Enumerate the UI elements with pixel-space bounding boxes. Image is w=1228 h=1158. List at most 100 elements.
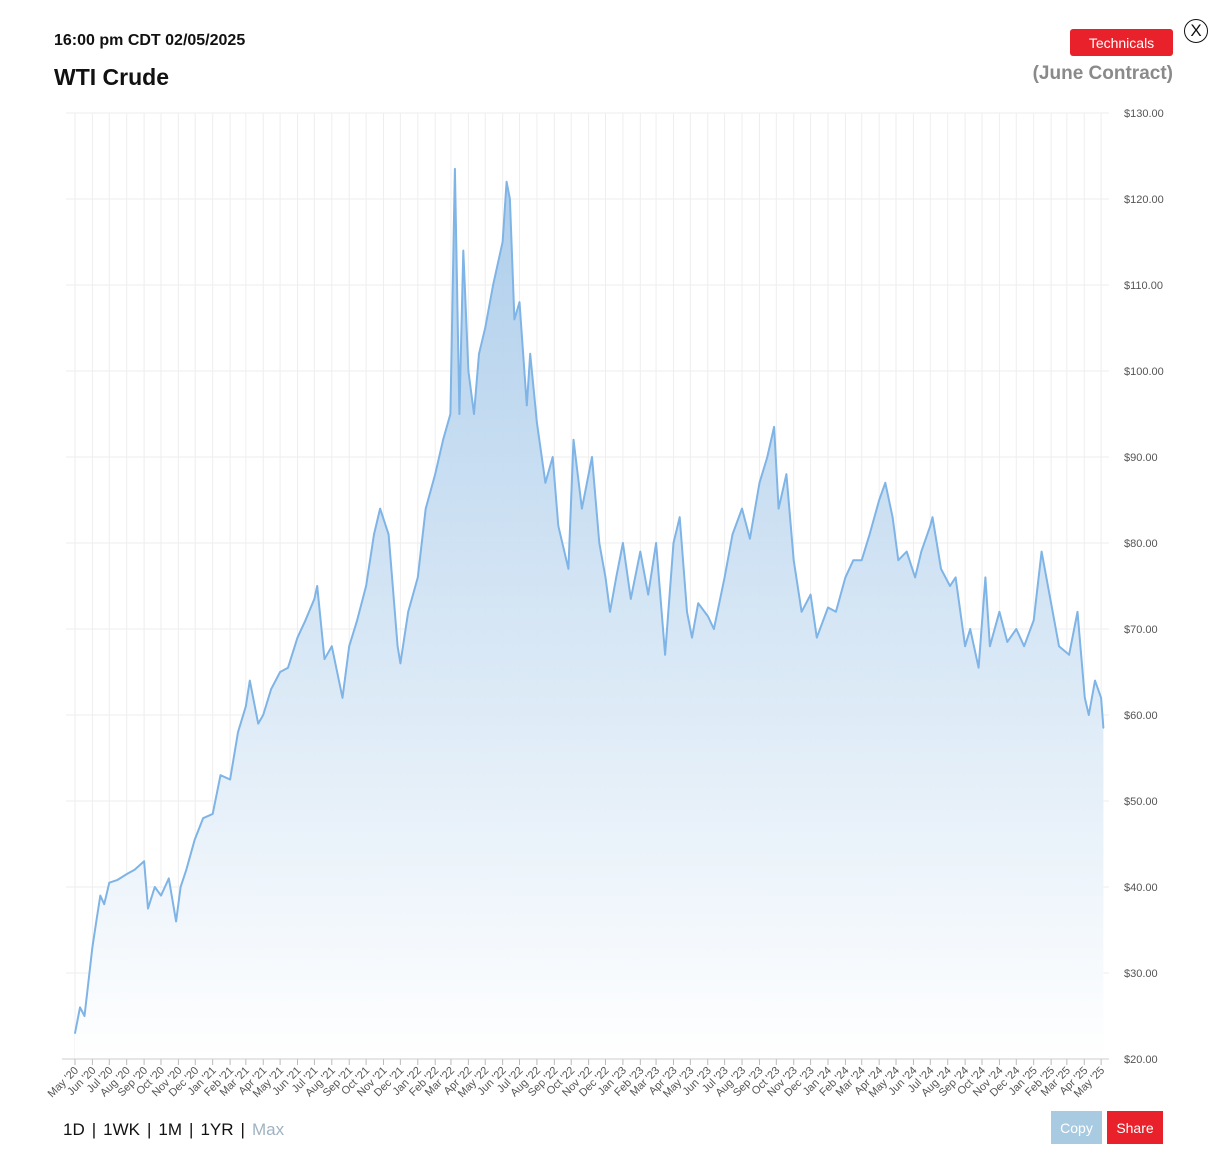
y-tick-label: $60.00 <box>1124 710 1158 722</box>
y-tick-label: $40.00 <box>1124 882 1158 894</box>
range-max[interactable]: Max <box>251 1120 285 1139</box>
technicals-button[interactable]: Technicals <box>1070 29 1173 56</box>
data-point <box>773 426 775 428</box>
data-point <box>365 585 367 587</box>
data-point <box>713 628 715 630</box>
data-point <box>99 894 102 897</box>
copy-button[interactable]: Copy <box>1051 1111 1102 1144</box>
data-point <box>731 533 734 536</box>
data-point <box>237 731 239 733</box>
data-point <box>914 576 916 579</box>
data-point <box>407 611 410 613</box>
data-point <box>379 507 381 510</box>
data-point <box>1006 641 1009 643</box>
data-point <box>434 473 437 476</box>
data-point <box>103 903 105 905</box>
data-point <box>1068 654 1070 656</box>
chart-title: WTI Crude <box>54 64 169 90</box>
y-tick-label: $100.00 <box>1124 366 1164 378</box>
data-point <box>860 559 863 561</box>
data-point <box>211 813 214 815</box>
data-point <box>424 507 427 510</box>
data-point <box>749 537 751 540</box>
y-tick-label: $30.00 <box>1124 968 1158 980</box>
data-point <box>622 542 624 544</box>
data-point <box>387 533 390 536</box>
data-point <box>341 697 344 699</box>
data-point <box>526 404 528 407</box>
range-separator: | <box>189 1120 194 1139</box>
data-point <box>678 516 681 518</box>
data-point <box>551 456 554 458</box>
data-point <box>296 636 299 639</box>
range-1yr[interactable]: 1YR <box>200 1120 234 1139</box>
data-point <box>984 576 987 579</box>
range-selector: 1D | 1WK | 1M | 1YR | Max <box>63 1120 284 1140</box>
data-point <box>417 576 419 579</box>
range-separator: | <box>147 1120 152 1139</box>
range-1m[interactable]: 1M <box>158 1120 183 1139</box>
data-point <box>449 413 452 415</box>
contract-label: (June Contract) <box>1032 63 1173 84</box>
data-point <box>777 507 780 510</box>
data-point <box>257 722 260 725</box>
data-point <box>741 507 743 510</box>
data-point <box>929 525 932 527</box>
data-point <box>245 705 247 708</box>
data-point <box>672 542 675 544</box>
data-point <box>931 516 934 518</box>
data-point <box>143 860 145 862</box>
data-point <box>920 550 923 553</box>
data-point <box>758 482 761 484</box>
data-point <box>179 886 182 888</box>
data-point <box>954 576 957 579</box>
data-point <box>664 654 666 656</box>
data-point <box>707 615 709 617</box>
data-point <box>572 439 575 441</box>
y-tick-label: $110.00 <box>1124 280 1163 292</box>
data-point <box>287 666 289 669</box>
data-point <box>399 662 402 665</box>
range-1wk[interactable]: 1WK <box>103 1120 140 1139</box>
data-point <box>809 593 812 596</box>
area-fill <box>75 168 1104 1059</box>
data-point <box>1094 679 1096 682</box>
data-point <box>691 636 693 639</box>
data-point <box>249 679 251 682</box>
data-point <box>581 507 583 510</box>
data-point <box>473 413 475 415</box>
data-point <box>304 619 307 622</box>
data-point <box>175 920 177 923</box>
data-point <box>147 907 149 910</box>
data-point <box>168 877 170 880</box>
data-point <box>202 817 204 819</box>
data-point <box>509 198 511 200</box>
data-point <box>544 482 547 484</box>
data-point <box>1040 550 1043 553</box>
y-tick-label: $20.00 <box>1124 1054 1158 1066</box>
data-point <box>1084 697 1086 699</box>
data-point <box>1023 645 1025 647</box>
data-point <box>125 873 128 875</box>
data-point <box>800 611 803 613</box>
data-point <box>356 619 358 622</box>
share-button[interactable]: Share <box>1107 1111 1163 1144</box>
data-point <box>844 576 847 579</box>
data-point <box>835 611 837 613</box>
y-tick-label: $90.00 <box>1124 452 1158 464</box>
data-point <box>262 714 265 716</box>
data-point <box>108 881 111 884</box>
data-point <box>529 353 531 355</box>
area-series <box>74 167 1105 1059</box>
data-point <box>686 611 688 613</box>
data-point <box>454 168 456 170</box>
data-point <box>1088 714 1090 716</box>
data-point <box>323 658 326 660</box>
data-point <box>79 1006 81 1009</box>
close-button[interactable]: X <box>1184 19 1208 43</box>
data-point <box>827 606 829 609</box>
range-1d[interactable]: 1D <box>63 1120 85 1139</box>
data-point <box>591 456 593 458</box>
